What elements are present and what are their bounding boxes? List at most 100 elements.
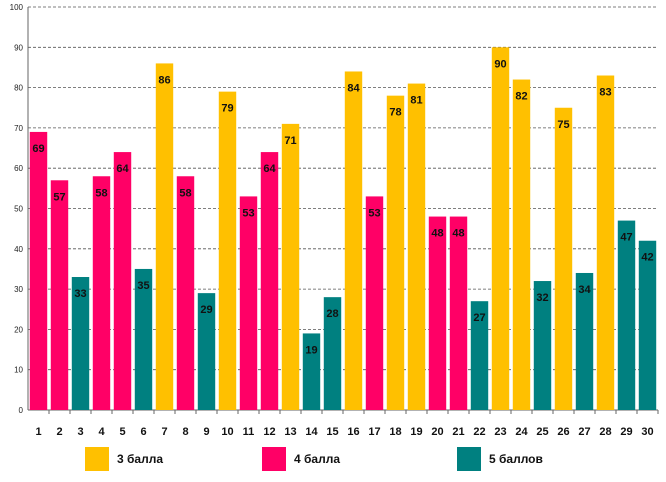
x-tick-label: 14: [305, 426, 318, 438]
data-label: 64: [263, 163, 276, 175]
bar: [365, 196, 384, 410]
bar: [218, 91, 237, 410]
legend-swatch-4: [262, 447, 286, 471]
data-label: 78: [389, 107, 401, 119]
bar: [155, 63, 174, 411]
y-tick-label: 50: [14, 205, 23, 214]
bar: [491, 47, 510, 411]
y-tick-label: 90: [14, 43, 23, 52]
data-label: 32: [536, 292, 548, 304]
x-tick-label: 22: [473, 426, 485, 438]
data-label: 57: [53, 191, 65, 203]
data-label: 75: [557, 119, 569, 131]
data-label: 53: [368, 207, 380, 219]
data-label: 58: [179, 187, 191, 199]
x-tick-label: 11: [243, 426, 255, 438]
bar: [449, 216, 468, 410]
legend-swatch-5: [457, 447, 481, 471]
bar: [386, 95, 405, 410]
data-label: 81: [410, 95, 422, 107]
y-tick-label: 0: [19, 406, 24, 415]
data-label: 33: [74, 288, 86, 300]
x-tick-label: 21: [452, 426, 464, 438]
bar: [260, 152, 279, 410]
y-tick-label: 40: [14, 245, 23, 254]
x-tick-label: 20: [431, 426, 443, 438]
bar: [323, 297, 342, 410]
x-tick-label: 16: [347, 426, 359, 438]
data-label: 71: [284, 135, 296, 147]
bar: [197, 293, 216, 410]
data-label: 28: [326, 308, 338, 320]
legend-item-5: 5 баллов: [457, 446, 543, 472]
x-tick-label: 17: [368, 426, 380, 438]
x-tick-label: 26: [557, 426, 569, 438]
data-label: 42: [641, 252, 653, 264]
data-label: 53: [242, 207, 254, 219]
data-label: 69: [32, 143, 44, 155]
legend-item-4: 4 балла: [262, 446, 340, 472]
bar: [533, 281, 552, 410]
y-tick-label: 30: [14, 285, 23, 294]
legend-label-4: 4 балла: [294, 452, 341, 466]
x-tick-label: 15: [326, 426, 338, 438]
bar: [71, 277, 90, 410]
x-tick-label: 9: [203, 426, 209, 438]
x-tick-label: 28: [599, 426, 611, 438]
data-label: 34: [578, 284, 591, 296]
x-tick-label: 5: [119, 426, 125, 438]
data-label: 35: [137, 280, 149, 292]
legend-swatch-3: [85, 447, 109, 471]
y-tick-label: 100: [10, 3, 24, 12]
x-tick-label: 4: [98, 426, 105, 438]
x-tick-label: 2: [56, 426, 62, 438]
bar: [50, 180, 69, 410]
data-label: 82: [515, 91, 527, 103]
x-tick-label: 25: [536, 426, 548, 438]
x-tick-label: 7: [161, 426, 167, 438]
data-label: 29: [200, 304, 212, 316]
data-label: 79: [221, 103, 233, 115]
x-tick-label: 3: [77, 426, 83, 438]
x-tick-label: 1: [35, 426, 41, 438]
bar: [596, 75, 615, 410]
bar: [617, 220, 636, 410]
bar: [407, 83, 426, 410]
x-tick-label: 13: [284, 426, 296, 438]
data-label: 83: [599, 87, 611, 99]
bar: [638, 240, 657, 410]
bar: [281, 123, 300, 411]
bar: [92, 176, 111, 410]
x-tick-label: 12: [263, 426, 275, 438]
bar: [134, 268, 153, 410]
bar: [470, 301, 489, 410]
data-label: 86: [158, 74, 170, 86]
data-label: 90: [494, 58, 506, 70]
y-tick-label: 70: [14, 124, 23, 133]
bar: [344, 71, 363, 410]
data-label: 47: [620, 232, 632, 244]
x-tick-label: 29: [620, 426, 632, 438]
legend-label-5: 5 баллов: [489, 452, 543, 466]
data-label: 27: [473, 312, 485, 324]
x-tick-label: 27: [578, 426, 590, 438]
y-tick-label: 20: [14, 325, 23, 334]
data-label: 48: [431, 228, 443, 240]
bar: [302, 333, 321, 410]
data-label: 58: [95, 187, 107, 199]
bar: [575, 272, 594, 410]
x-tick-label: 23: [494, 426, 506, 438]
x-tick-label: 19: [410, 426, 422, 438]
y-tick-label: 80: [14, 84, 23, 93]
bar: [512, 79, 531, 410]
y-tick-label: 10: [14, 366, 23, 375]
legend-item-3: 3 балла: [85, 446, 163, 472]
legend-label-3: 3 балла: [117, 452, 164, 466]
data-label: 48: [452, 228, 464, 240]
x-tick-label: 24: [515, 426, 528, 438]
y-tick-label: 60: [14, 164, 23, 173]
x-tick-label: 30: [641, 426, 653, 438]
data-label: 64: [116, 163, 129, 175]
x-tick-label: 6: [140, 426, 146, 438]
bar: [29, 131, 48, 410]
